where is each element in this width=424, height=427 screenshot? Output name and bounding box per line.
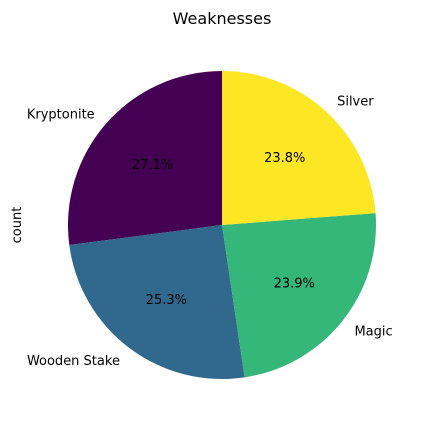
- pie-slice-wooden-stake: [69, 225, 245, 379]
- slice-percent-kryptonite: 27.1%: [132, 158, 173, 173]
- pie-slices: [67, 71, 376, 379]
- y-axis-label: count: [10, 207, 25, 244]
- pie-labels: Kryptonite 27.1% Wooden Stake 25.3% Magic 23.…: [27, 95, 393, 370]
- slice-percent-silver: 23.8%: [264, 151, 305, 166]
- chart-title: Weaknesses: [173, 9, 272, 28]
- slice-percent-magic: 23.9%: [274, 277, 315, 292]
- slice-label-kryptonite: Kryptonite: [27, 107, 95, 122]
- pie-slice-magic: [222, 213, 376, 378]
- slice-percent-wooden-stake: 25.3%: [146, 293, 187, 308]
- pie-slice-silver: [222, 71, 376, 225]
- slice-label-wooden-stake: Wooden Stake: [27, 354, 120, 369]
- pie-slice-kryptonite: [67, 71, 222, 246]
- slice-label-magic: Magic: [354, 325, 392, 340]
- slice-label-silver: Silver: [337, 95, 374, 110]
